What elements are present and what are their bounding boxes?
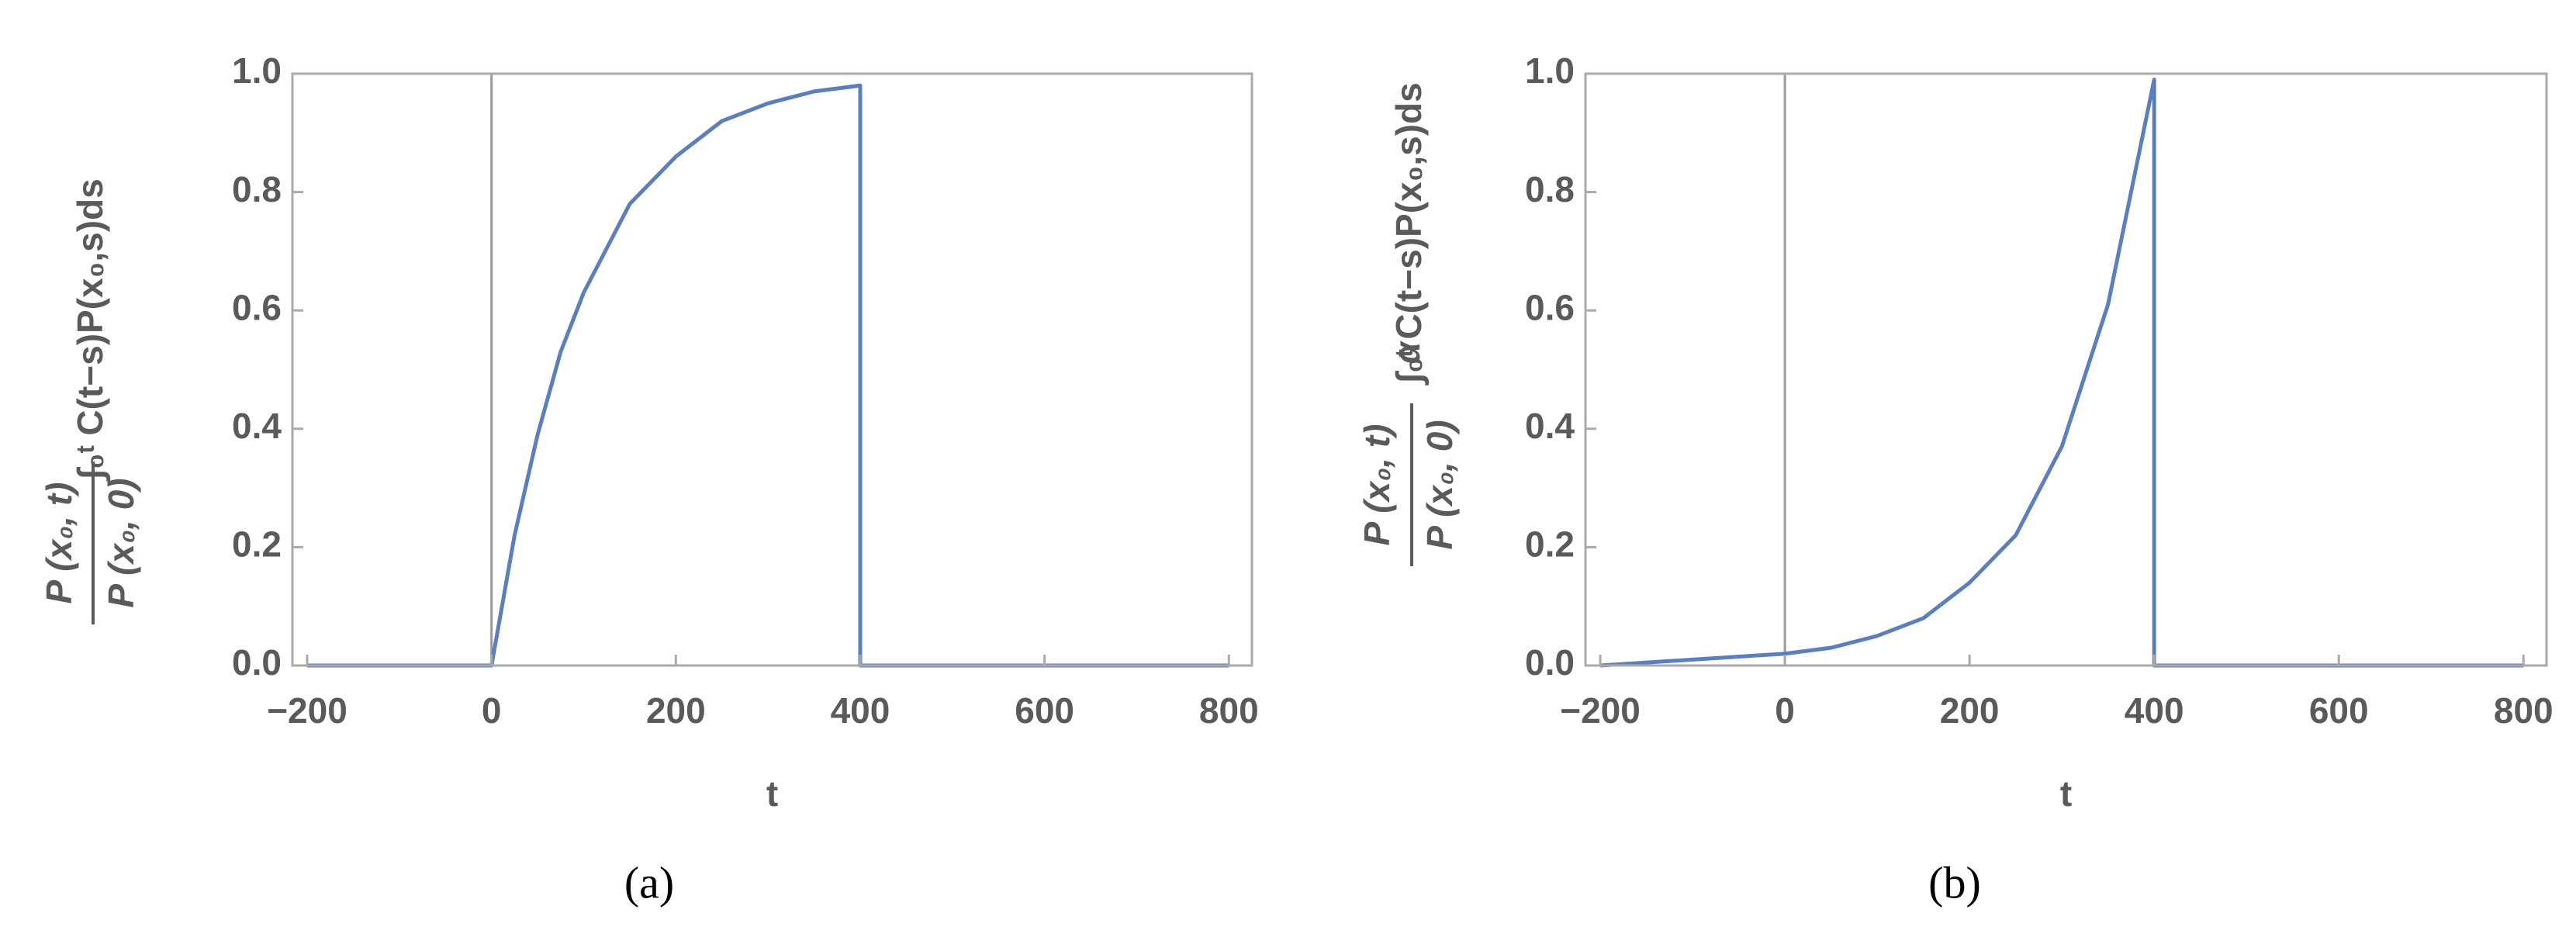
x-tick-label: 800 [2494, 690, 2554, 731]
panel-label: (b) [1928, 857, 1981, 908]
y-tick-label: 0.0 [1525, 642, 1575, 683]
y-tick-label: 0.4 [1525, 406, 1575, 446]
y-label-integral: ∫₀ᵗ C(t−s)P(x₀,s)ds [70, 178, 111, 482]
y-tick-label: 0.8 [1525, 169, 1575, 209]
x-tick-label: 0 [482, 690, 502, 731]
x-tick-label: 600 [2309, 690, 2369, 731]
x-tick-label: 400 [831, 690, 890, 731]
x-tick-label: 200 [1940, 690, 2000, 731]
y-tick-label: 1.0 [1525, 50, 1575, 91]
plot-frame [291, 72, 1253, 667]
y-tick-label: 0.2 [1525, 524, 1575, 565]
data-line [1599, 78, 2524, 668]
x-tick-label: 0 [1775, 690, 1795, 731]
data-line [307, 83, 1229, 668]
panel: −200 0 200 400 600 800 0.0 0.2 0.4 0.6 0.8 1.0 t (a) P… [39, 50, 1259, 908]
x-tick-label: −200 [1560, 690, 1641, 731]
y-tick-label: 0.4 [232, 406, 282, 446]
y-label-integral: ∫₀ᵗ C(t−s)P(x₀,s)ds [1388, 82, 1430, 386]
plot-frame [1584, 72, 2548, 667]
y-tick-label: 0.0 [232, 642, 282, 683]
y-tick-label: 0.6 [232, 287, 282, 327]
x-tick-label: 400 [2125, 690, 2184, 731]
y-label-denominator: P (x₀, 0) [101, 478, 141, 607]
y-tick-label: 0.6 [1525, 287, 1575, 327]
panel-label: (a) [624, 857, 674, 908]
panel: −200 0 200 400 600 800 0.0 0.2 0.4 0.6 0.8 1.0 t (b) P… [1357, 50, 2553, 908]
x-tick-label: −200 [267, 690, 348, 731]
y-label-numerator: P (x₀, t) [1357, 424, 1397, 545]
y-tick-label: 0.8 [232, 169, 282, 209]
y-tick-label: 1.0 [232, 50, 282, 91]
x-tick-label: 200 [646, 690, 706, 731]
y-label-denominator: P (x₀, 0) [1419, 420, 1460, 549]
y-tick-label: 0.2 [232, 524, 282, 565]
x-axis-label: t [2060, 773, 2072, 814]
x-tick-label: 800 [1199, 690, 1259, 731]
x-tick-label: 600 [1015, 690, 1074, 731]
y-label-numerator: P (x₀, t) [39, 482, 79, 603]
x-axis-label: t [766, 773, 778, 814]
y-label-factor: α [1387, 340, 1427, 364]
